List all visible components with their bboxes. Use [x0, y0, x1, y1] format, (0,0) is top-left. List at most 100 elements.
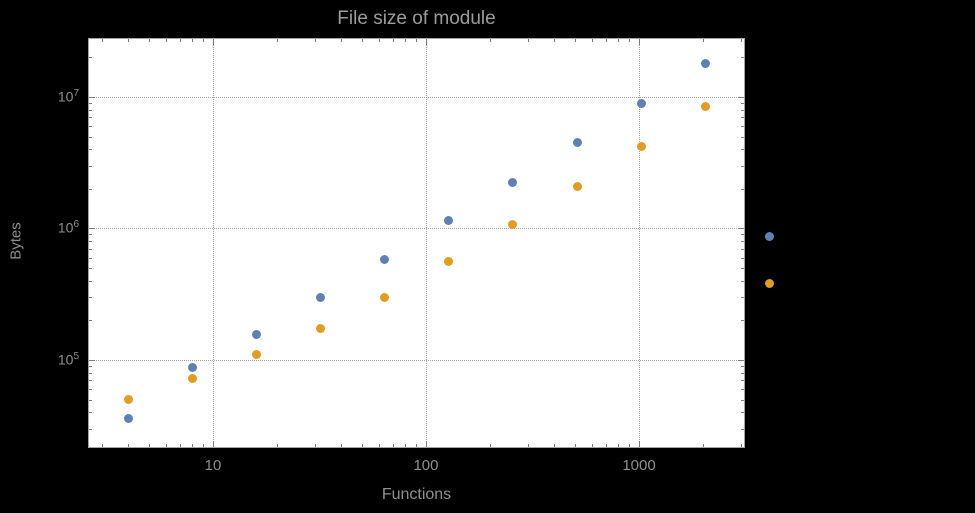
data-point-series-1-blue [251, 330, 261, 340]
tick-mark [212, 441, 214, 447]
tick-mark [554, 39, 556, 42]
tick-mark [89, 320, 92, 322]
tick-mark [89, 234, 92, 236]
tick-mark [203, 444, 205, 447]
data-point-series-2-orange [316, 323, 326, 333]
tick-mark [89, 165, 92, 167]
tick-mark [741, 188, 744, 190]
tick-mark [490, 39, 492, 42]
gridline-vertical [639, 38, 640, 448]
tick-mark [89, 109, 92, 111]
x-tick-label: 1000 [622, 457, 656, 474]
x-tick-label: 100 [413, 457, 439, 474]
gridline-horizontal [88, 96, 745, 98]
tick-mark [89, 126, 92, 128]
tick-mark [89, 380, 92, 382]
tick-mark [89, 57, 92, 59]
tick-mark [89, 372, 92, 374]
tick-mark [741, 57, 744, 59]
tick-mark [179, 39, 181, 42]
tick-mark [741, 428, 744, 430]
tick-mark [425, 39, 427, 45]
tick-mark [179, 444, 181, 447]
tick-mark [128, 444, 130, 447]
tick-mark [89, 248, 92, 250]
gridline-horizontal [88, 359, 745, 361]
tick-mark [741, 103, 744, 104]
tick-mark [574, 39, 576, 42]
data-point-series-1-blue [316, 292, 326, 302]
y-tick-label: 105 [57, 350, 79, 368]
data-point-series-1-blue [123, 413, 133, 423]
tick-mark [89, 257, 92, 259]
tick-mark [618, 39, 620, 42]
tick-mark [740, 39, 742, 42]
tick-mark [89, 297, 92, 299]
tick-mark [361, 39, 363, 42]
tick-mark [89, 268, 92, 270]
tick-mark [741, 257, 744, 259]
plot-area [88, 38, 745, 448]
tick-mark [738, 96, 744, 98]
tick-mark [165, 444, 167, 447]
tick-mark [128, 39, 130, 42]
tick-mark [738, 228, 744, 230]
tick-mark [192, 444, 194, 447]
data-point-series-2-orange [636, 142, 646, 152]
data-point-series-1-blue [636, 98, 646, 108]
tick-mark [101, 444, 103, 447]
data-point-series-2-orange [764, 279, 774, 289]
tick-mark [741, 234, 744, 236]
tick-mark [405, 444, 407, 447]
tick-mark [629, 444, 631, 447]
tick-mark [741, 380, 744, 382]
tick-mark [89, 412, 92, 414]
gridline-horizontal [88, 228, 745, 230]
tick-mark [392, 444, 394, 447]
tick-mark [405, 39, 407, 42]
data-point-series-1-blue [444, 215, 454, 225]
tick-mark [741, 365, 744, 367]
tick-mark [629, 39, 631, 42]
tick-mark [89, 188, 92, 190]
tick-mark [741, 320, 744, 322]
tick-mark [89, 228, 95, 230]
tick-mark [554, 444, 556, 447]
data-point-series-1-blue [508, 177, 518, 187]
tick-mark [341, 444, 343, 447]
data-point-series-1-blue [187, 362, 197, 372]
tick-mark [606, 444, 607, 447]
tick-mark [148, 39, 150, 42]
tick-mark [741, 399, 744, 401]
tick-mark [192, 39, 194, 42]
tick-mark [165, 39, 167, 42]
tick-mark [101, 39, 103, 42]
tick-mark [741, 248, 744, 250]
tick-mark [378, 39, 380, 42]
tick-mark [741, 109, 744, 111]
y-axis-label: Bytes [7, 222, 25, 260]
tick-mark [740, 444, 742, 447]
tick-mark [89, 399, 92, 401]
tick-mark [741, 280, 744, 282]
tick-mark [89, 428, 92, 430]
data-point-series-1-blue [572, 138, 582, 148]
tick-mark [212, 39, 214, 45]
tick-mark [314, 444, 316, 447]
tick-mark [703, 444, 705, 447]
tick-mark [89, 359, 95, 361]
tick-mark [741, 372, 744, 374]
tick-mark [341, 39, 343, 42]
tick-mark [89, 117, 92, 119]
tick-mark [741, 268, 744, 270]
tick-mark [416, 39, 418, 42]
tick-mark [527, 444, 529, 447]
tick-mark [378, 444, 380, 447]
tick-mark [639, 39, 640, 45]
data-point-series-1-blue [380, 255, 390, 265]
data-point-series-2-orange [123, 395, 133, 405]
gridline-vertical [425, 38, 427, 448]
y-tick-label: 106 [57, 219, 79, 236]
data-point-series-1-blue [764, 231, 774, 241]
tick-mark [574, 444, 576, 447]
